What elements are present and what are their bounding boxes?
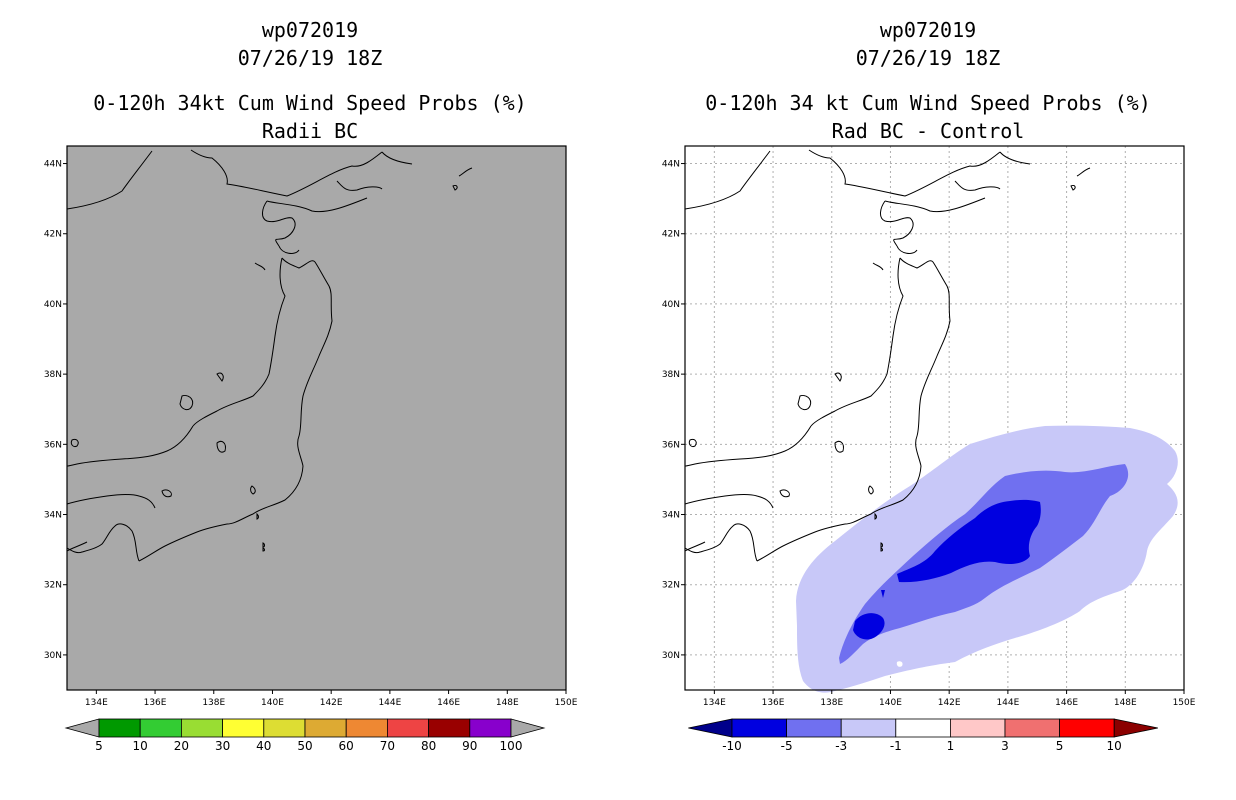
lat-label: 40N [44,300,62,310]
lon-label: 142E [938,698,961,708]
contour-dark-small [853,613,885,640]
lon-label: 134E [85,698,108,708]
colorbar-swatch [786,718,842,738]
right-id-line: wp072019 [879,18,977,42]
contour-medium [839,464,1129,664]
lat-label: 36N [662,440,680,450]
colorbar-label: 90 [462,739,477,753]
colorbar-swatch [98,718,141,738]
lon-label: 146E [1055,698,1078,708]
lon-label: 144E [378,698,401,708]
contour-dark-tick [881,590,885,598]
lat-label: 36N [44,440,62,450]
lat-label: 44N [662,160,680,170]
left-date-line: 07/26/19 18Z [237,46,383,70]
colorbar-label: 80 [421,739,436,753]
colorbar-left-end [64,718,100,738]
colorbar-swatch [1004,718,1060,738]
colorbar-label: 20 [174,739,189,753]
right-colorbar: -10 -5 -3 -1 1 3 5 10 [688,718,1158,753]
lon-label: 144E [996,698,1019,708]
colorbar-label: 40 [256,739,271,753]
colorbar-label: -5 [781,739,793,753]
colorbar-right-end [1113,718,1158,738]
colorbar-label: 10 [1107,739,1122,753]
right-title-line: 0-120h 34 kt Cum Wind Speed Probs (%) [705,91,1151,115]
colorbar-left-end [688,718,733,738]
right-lat-axis: 44N 42N 40N 38N 36N 34N 32N 30N [662,160,685,661]
colorbar-right-end [510,718,546,738]
left-subtitle: Radii BC [261,119,359,143]
lon-label: 136E [762,698,785,708]
lon-label: 148E [496,698,519,708]
colorbar-label: -3 [835,739,847,753]
colorbar-label: 10 [133,739,148,753]
lon-label: 140E [879,698,902,708]
lon-label: 142E [320,698,343,708]
lon-label: 134E [703,698,726,708]
colorbar-label: 50 [297,739,312,753]
left-id-line: wp072019 [261,18,359,42]
lat-label: 32N [662,581,680,591]
lat-label: 34N [44,511,62,521]
lon-label: 136E [144,698,167,708]
left-map: 44N 42N 40N 38N 36N 34N 32N 30N 134E 136E 138E 140… [44,145,578,753]
right-date-line: 07/26/19 18Z [855,46,1001,70]
lat-label: 40N [662,300,680,310]
lat-label: 38N [44,370,62,380]
colorbar-swatch [180,718,223,738]
colorbar-swatch [222,718,265,738]
lon-label: 138E [202,698,225,708]
colorbar-swatch [263,718,306,738]
lat-label: 34N [662,511,680,521]
right-lon-axis: 134E 136E 138E 140E 142E 144E 146E 148E 150E [703,690,1196,708]
lat-label: 38N [662,370,680,380]
colorbar-label: -1 [890,739,902,753]
left-lat-axis: 44N 42N 40N 38N 36N 34N 32N 30N [44,160,67,661]
colorbar-label: 30 [215,739,230,753]
colorbar-swatch [139,718,182,738]
colorbar-label: 3 [1001,739,1009,753]
colorbar-swatch [731,718,787,738]
lon-label: 150E [1173,698,1196,708]
colorbar-swatch [1059,718,1115,738]
right-map: 44N 42N 40N 38N 36N 34N 32N 30N 134E 136E 138E 140… [662,145,1196,753]
right-subtitle: Rad BC - Control [831,119,1025,143]
contour-dark-main [897,499,1041,583]
right-contours [796,425,1178,693]
lon-label: 140E [261,698,284,708]
colorbar-swatch [469,718,512,738]
colorbar-swatch [428,718,471,738]
lat-label: 44N [44,160,62,170]
left-map-background [67,146,566,690]
contour-white-dot [896,661,903,667]
lat-label: 30N [44,651,62,661]
colorbar-swatch [345,718,388,738]
lat-label: 42N [662,230,680,240]
left-title-line: 0-120h 34kt Cum Wind Speed Probs (%) [93,91,527,115]
lon-label: 146E [437,698,460,708]
colorbar-label: 5 [1056,739,1064,753]
lon-label: 150E [555,698,578,708]
colorbar-swatch [949,718,1006,738]
colorbar-swatch [304,718,347,738]
lon-label: 148E [1114,698,1137,708]
lon-label: 138E [820,698,843,708]
lat-label: 30N [662,651,680,661]
lat-label: 42N [44,230,62,240]
colorbar-label: 60 [339,739,354,753]
colorbar-label: 5 [95,739,103,753]
colorbar-swatch [840,718,897,738]
left-colorbar: 5 10 20 30 40 50 60 70 80 90 100 [64,718,546,753]
colorbar-swatch [386,718,429,738]
colorbar-label: 100 [500,739,523,753]
colorbar-label: 70 [380,739,395,753]
lat-label: 32N [44,581,62,591]
colorbar-label: -10 [722,739,742,753]
left-lon-axis: 134E 136E 138E 140E 142E 144E 146E 148E 150E [85,690,578,708]
colorbar-label: 1 [947,739,955,753]
colorbar-swatch [895,718,951,738]
